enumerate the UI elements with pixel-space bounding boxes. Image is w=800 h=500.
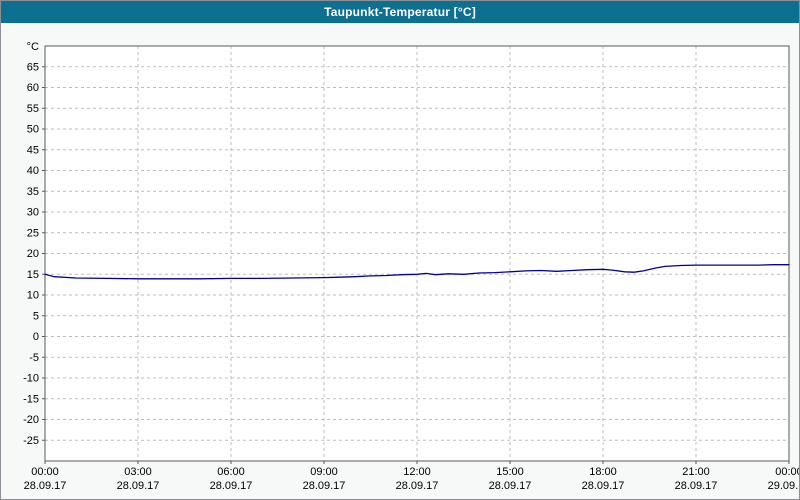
x-tick-time-label: 06:00 <box>217 466 245 478</box>
y-tick-label: 25 <box>27 227 39 239</box>
y-tick-label: -10 <box>23 373 39 385</box>
y-tick-label: -15 <box>23 393 39 405</box>
y-tick-label: 40 <box>27 165 39 177</box>
y-tick-label: 50 <box>27 124 39 136</box>
dewpoint-line-chart: 65605550454035302520151050-5-10-15-20-25… <box>23 41 800 492</box>
y-tick-label: 35 <box>27 186 39 198</box>
y-tick-label: -20 <box>23 414 39 426</box>
y-tick-label: 15 <box>27 269 39 281</box>
y-tick-label: 60 <box>27 82 39 94</box>
plot-border <box>44 45 790 462</box>
x-tick-time-label: 18:00 <box>589 466 617 478</box>
y-tick-label: -25 <box>23 435 39 447</box>
y-tick-label: 30 <box>27 207 39 219</box>
x-tick-time-label: 00:00 <box>775 466 800 478</box>
y-tick-label: -5 <box>29 352 39 364</box>
x-tick-date-label: 28.09.17 <box>303 480 346 492</box>
x-tick-date-label: 29.09.17 <box>768 480 800 492</box>
x-tick-date-label: 28.09.17 <box>24 480 67 492</box>
x-tick-date-label: 28.09.17 <box>675 480 718 492</box>
y-axis-unit-label: °C <box>27 41 39 53</box>
y-tick-label: 45 <box>27 144 39 156</box>
x-tick-time-label: 15:00 <box>496 466 524 478</box>
chart-area: 65 60 55 50 45 40 35 30 25 20 15 10 5 0 -5 -10 -15 -20 -25… <box>1 23 800 499</box>
x-tick-date-label: 28.09.17 <box>582 480 625 492</box>
x-tick-time-label: 03:00 <box>124 466 152 478</box>
y-tick-label: 20 <box>27 248 39 260</box>
x-tick-date-label: 28.09.17 <box>396 480 439 492</box>
y-tick-label: 10 <box>27 290 39 302</box>
window-title: Taupunkt-Temperatur [°C] <box>324 5 476 19</box>
title-bar: Taupunkt-Temperatur [°C] <box>1 1 799 23</box>
y-tick-label: 5 <box>33 310 39 322</box>
x-tick-date-label: 28.09.17 <box>117 480 160 492</box>
x-tick-time-label: 00:00 <box>31 466 59 478</box>
x-tick-time-label: 09:00 <box>310 466 338 478</box>
x-tick-date-label: 28.09.17 <box>210 480 253 492</box>
y-tick-label: 0 <box>33 331 39 343</box>
y-tick-label: 65 <box>27 61 39 73</box>
x-tick-time-label: 21:00 <box>682 466 710 478</box>
x-tick-time-label: 12:00 <box>403 466 431 478</box>
dewpoint-series-line <box>44 264 790 280</box>
y-tick-label: 55 <box>27 103 39 115</box>
x-tick-date-label: 28.09.17 <box>489 480 532 492</box>
